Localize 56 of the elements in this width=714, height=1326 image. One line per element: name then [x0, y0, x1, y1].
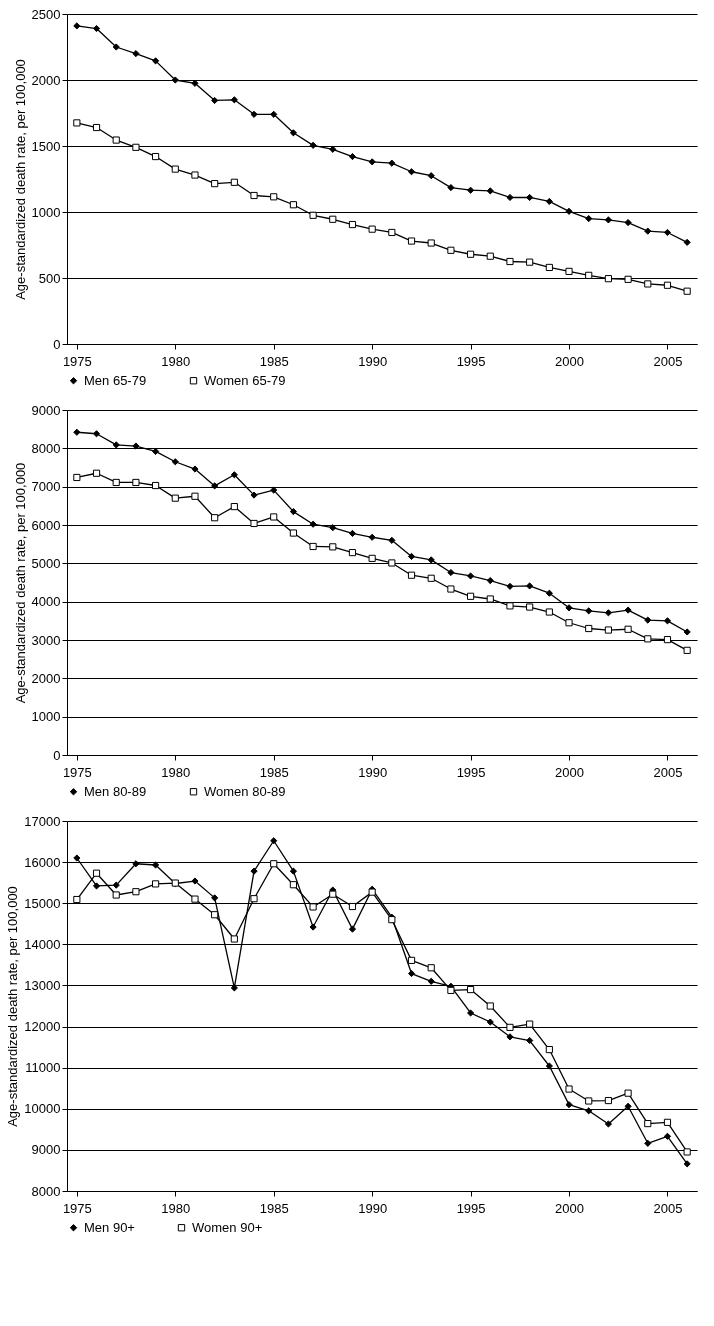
x-tick-label: 1980	[161, 1200, 191, 1216]
legend-label: Men 65-79	[84, 372, 147, 388]
legend-label: Women 80-89	[204, 783, 286, 799]
y-tick-label: 2000	[31, 670, 61, 686]
y-axis-title: Age-standardized death rate, per 100,000	[5, 886, 21, 1127]
x-tick-label: 2005	[653, 353, 683, 369]
y-tick-label: 9000	[31, 402, 61, 418]
x-tick-label: 2005	[653, 764, 683, 780]
x-tick-label: 1985	[259, 353, 289, 369]
legend-label: Women 90+	[192, 1219, 263, 1235]
y-tick-label: 1000	[31, 204, 61, 220]
y-axis-title: Age-standardized death rate, per 100,000	[12, 59, 28, 300]
x-tick-label: 1990	[358, 353, 388, 369]
x-tick-label: 2000	[555, 353, 584, 369]
y-tick-label: 14000	[24, 936, 61, 952]
x-tick-label: 1980	[161, 764, 191, 780]
y-tick-label: 500	[38, 270, 61, 286]
y-tick-label: 6000	[31, 517, 61, 533]
x-tick-label: 1980	[161, 353, 191, 369]
y-tick-label: 0	[53, 747, 61, 763]
x-tick-label: 2000	[555, 1200, 584, 1216]
y-tick-label: 11000	[25, 1060, 61, 1076]
x-tick-label: 1975	[62, 1200, 92, 1216]
legend-label: Men 90+	[84, 1219, 135, 1235]
x-tick-label: 1995	[456, 353, 486, 369]
x-tick-label: 1975	[62, 353, 92, 369]
x-tick-label: 1985	[259, 764, 289, 780]
x-tick-label: 1990	[358, 764, 388, 780]
y-tick-label: 0	[53, 336, 61, 352]
y-tick-label: 1500	[31, 138, 61, 154]
y-tick-label: 4000	[31, 594, 61, 610]
y-tick-label: 1000	[31, 709, 61, 725]
x-tick-label: 1995	[456, 764, 486, 780]
y-tick-label: 2000	[31, 72, 61, 88]
y-tick-label: 13000	[24, 977, 61, 993]
y-tick-label: 8000	[31, 440, 61, 456]
y-tick-label: 3000	[31, 632, 61, 648]
y-axis-title: Age-standardized death rate, per 100,000	[12, 462, 28, 704]
y-tick-label: 7000	[31, 479, 61, 495]
y-tick-label: 17000	[24, 813, 61, 829]
x-tick-label: 1975	[62, 764, 92, 780]
x-tick-label: 2000	[555, 764, 584, 780]
y-tick-label: 10000	[24, 1101, 61, 1117]
legend-label: Men 80-89	[84, 783, 147, 799]
x-tick-label: 1995	[456, 1200, 486, 1216]
y-tick-label: 12000	[24, 1019, 61, 1035]
x-tick-label: 1990	[358, 1200, 388, 1216]
y-tick-label: 2500	[31, 6, 61, 22]
y-tick-label: 15000	[24, 895, 61, 911]
x-tick-label: 1985	[259, 1200, 289, 1216]
y-tick-label: 16000	[24, 854, 61, 870]
y-tick-label: 5000	[31, 555, 61, 571]
y-tick-label: 8000	[31, 1183, 61, 1199]
y-tick-label: 9000	[31, 1142, 61, 1158]
x-tick-label: 2005	[653, 1200, 683, 1216]
legend-label: Women 65-79	[204, 372, 286, 388]
